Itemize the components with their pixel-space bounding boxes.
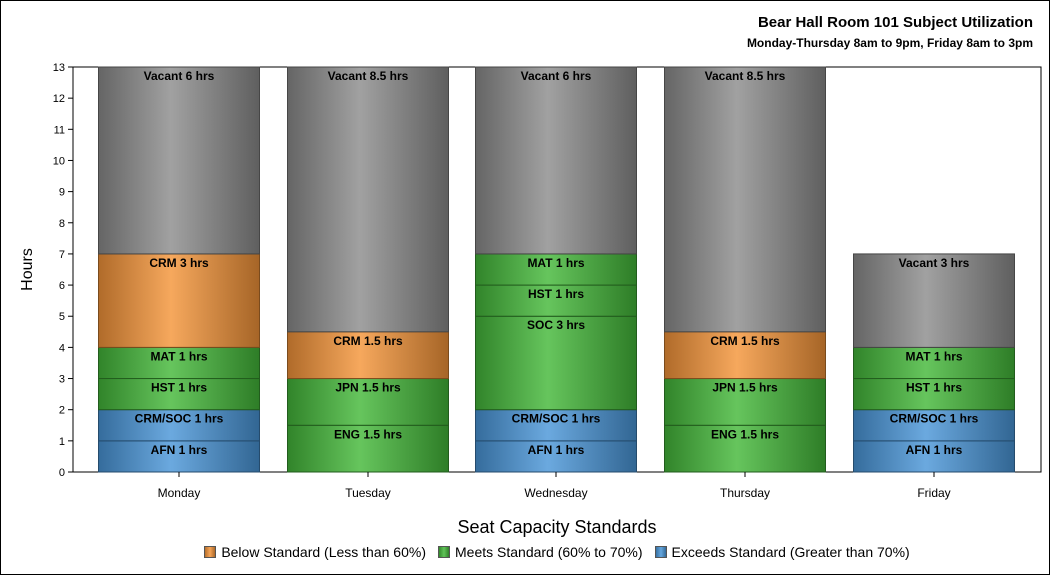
y-tick-label: 7 — [59, 249, 65, 261]
legend-item-exceeds: Exceeds Standard (Greater than 70%) — [654, 544, 910, 560]
bar-segment — [853, 409, 1015, 442]
bar-tuesday: ENG 1.5 hrs JPN 1.5 hrs CRM 1.5 hrs Vacant … — [287, 66, 449, 473]
segment-label: Vacant 3 hrs — [899, 256, 970, 270]
y-tick-label: 10 — [53, 155, 65, 167]
bar-monday: AFN 1 hrs CRM/SOC 1 hrs HST 1 hrs MAT 1 hrs… — [98, 66, 260, 473]
y-tick-label: 11 — [54, 124, 65, 136]
legend-item-below: Below Standard (Less than 60%) — [204, 544, 426, 560]
y-tick-label: 3 — [59, 374, 65, 386]
y-tick-label: 6 — [59, 280, 65, 292]
y-axis-title: Hours — [19, 248, 36, 291]
y-tick-label: 0 — [59, 467, 65, 479]
legend-label: Meets Standard (60% to 70%) — [455, 544, 643, 560]
y-tick-label: 13 — [53, 62, 65, 74]
bar-segment — [664, 424, 826, 473]
legend-title: Seat Capacity Standards — [457, 517, 657, 537]
legend-label: Exceeds Standard (Greater than 70%) — [671, 544, 910, 560]
bar-segment — [98, 440, 260, 473]
bar-wednesday: AFN 1 hrs CRM/SOC 1 hrs SOC 3 hrs HST 1 hrs… — [475, 66, 637, 473]
segment-label: CRM 3 hrs — [149, 256, 209, 270]
legend-item-meets: Meets Standard (60% to 70%) — [438, 544, 643, 560]
segment-label: AFN 1 hrs — [906, 443, 963, 457]
y-tick-label: 9 — [59, 187, 65, 199]
segment-label: Vacant 6 hrs — [144, 69, 215, 83]
segment-label: MAT 1 hrs — [150, 349, 207, 363]
bar-segment — [98, 253, 260, 348]
bar-segment — [475, 253, 637, 286]
legend-swatch — [204, 546, 217, 558]
bar-segment — [664, 66, 826, 333]
segment-label: CRM/SOC 1 hrs — [512, 412, 601, 426]
bar-segment — [98, 346, 260, 380]
y-tick-label: 8 — [59, 218, 65, 230]
legend-swatch — [654, 546, 667, 558]
y-tick-label: 4 — [59, 342, 65, 354]
bar-segment — [287, 331, 449, 380]
x-tick-label: Monday — [158, 486, 201, 500]
bar-segment — [475, 440, 637, 473]
chart-title: Bear Hall Room 101 Subject Utilization — [757, 14, 1033, 31]
segment-label: Vacant 8.5 hrs — [328, 69, 409, 83]
segment-label: CRM/SOC 1 hrs — [135, 412, 224, 426]
bar-segment — [475, 284, 637, 317]
bar-thursday: ENG 1.5 hrs JPN 1.5 hrs CRM 1.5 hrs Vacant … — [664, 66, 826, 473]
x-tick-label: Tuesday — [345, 486, 391, 500]
legend-swatch — [438, 546, 450, 558]
bars-group: AFN 1 hrs CRM/SOC 1 hrs HST 1 hrs MAT 1 hrs… — [98, 66, 1015, 473]
segment-label: SOC 3 hrs — [527, 318, 585, 332]
segment-label: HST 1 hrs — [906, 381, 962, 395]
segment-label: CRM 1.5 hrs — [710, 334, 780, 348]
bar-friday: AFN 1 hrs CRM/SOC 1 hrs HST 1 hrs MAT 1 hrs… — [853, 253, 1015, 473]
y-tick-label: 2 — [59, 405, 65, 417]
y-tick-label: 1 — [59, 436, 65, 448]
segment-label: ENG 1.5 hrs — [711, 427, 779, 441]
bar-segment — [853, 253, 1015, 348]
bar-segment — [98, 378, 260, 411]
segment-label: JPN 1.5 hrs — [335, 381, 401, 395]
segment-label: MAT 1 hrs — [527, 256, 584, 270]
segment-label: HST 1 hrs — [528, 287, 584, 301]
bar-segment — [287, 424, 449, 473]
segment-label: HST 1 hrs — [151, 381, 207, 395]
segment-label: JPN 1.5 hrs — [712, 381, 778, 395]
segment-label: CRM/SOC 1 hrs — [890, 412, 979, 426]
legend-label: Below Standard (Less than 60%) — [221, 544, 426, 560]
bar-segment — [475, 66, 637, 255]
segment-label: CRM 1.5 hrs — [333, 334, 403, 348]
segment-label: Vacant 8.5 hrs — [705, 69, 786, 83]
x-tick-label: Thursday — [720, 486, 770, 500]
bar-segment — [287, 378, 449, 426]
bar-segment — [475, 409, 637, 442]
x-tick-label: Wednesday — [524, 486, 587, 500]
segment-label: AFN 1 hrs — [151, 443, 208, 457]
chart-subtitle: Monday-Thursday 8am to 9pm, Friday 8am t… — [746, 36, 1033, 50]
segment-label: AFN 1 hrs — [528, 443, 585, 457]
bar-segment — [98, 66, 260, 255]
legend: Below Standard (Less than 60%) Meets Stan… — [1, 544, 1050, 560]
segment-label: MAT 1 hrs — [905, 349, 962, 363]
segment-label: ENG 1.5 hrs — [334, 427, 402, 441]
x-tick-label: Friday — [917, 486, 950, 500]
y-tick-label: 12 — [53, 93, 65, 105]
bar-segment — [287, 66, 449, 333]
y-tick-label: 5 — [59, 311, 65, 323]
segment-label: Vacant 6 hrs — [521, 69, 592, 83]
